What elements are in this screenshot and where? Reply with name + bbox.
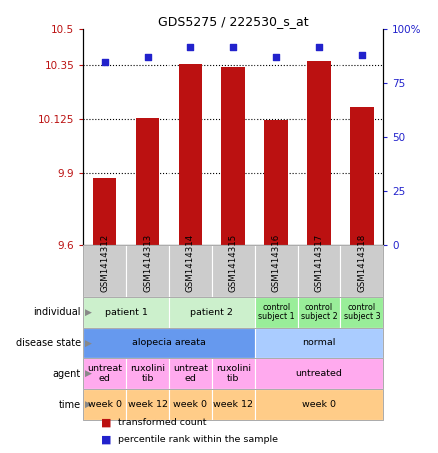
Text: week 12: week 12 [127, 400, 167, 409]
Text: patient 2: patient 2 [191, 308, 233, 317]
Text: GSM1414317: GSM1414317 [314, 233, 323, 292]
Text: GSM1414318: GSM1414318 [357, 233, 366, 292]
Text: ▶: ▶ [85, 308, 92, 317]
Text: ▶: ▶ [85, 369, 92, 378]
Text: GSM1414316: GSM1414316 [272, 233, 281, 292]
Title: GDS5275 / 222530_s_at: GDS5275 / 222530_s_at [158, 15, 308, 28]
Text: week 12: week 12 [213, 400, 253, 409]
Point [101, 58, 108, 65]
Text: untreat
ed: untreat ed [173, 364, 208, 383]
Text: ruxolini
tib: ruxolini tib [130, 364, 165, 383]
Text: disease state: disease state [16, 338, 81, 348]
Text: week 0: week 0 [88, 400, 122, 409]
Text: alopecia areata: alopecia areata [132, 338, 206, 347]
Text: GSM1414315: GSM1414315 [229, 233, 238, 292]
Text: transformed count: transformed count [118, 418, 207, 427]
Text: individual: individual [34, 307, 81, 317]
Text: control
subject 2: control subject 2 [300, 303, 337, 322]
Text: ▶: ▶ [85, 338, 92, 347]
Point [358, 52, 365, 59]
Text: control
subject 3: control subject 3 [343, 303, 380, 322]
Text: untreated: untreated [296, 369, 343, 378]
Bar [264, 120, 288, 245]
Bar [93, 178, 117, 245]
Text: untreat
ed: untreat ed [87, 364, 122, 383]
Bar [136, 118, 159, 245]
Text: ruxolini
tib: ruxolini tib [216, 364, 251, 383]
Point [315, 43, 322, 50]
Bar [350, 107, 374, 245]
Text: ■: ■ [101, 434, 111, 444]
Text: GSM1414312: GSM1414312 [100, 233, 109, 292]
Text: time: time [59, 400, 81, 410]
Text: agent: agent [53, 369, 81, 379]
Point [272, 54, 279, 61]
Text: ▶: ▶ [85, 400, 92, 409]
Text: GSM1414313: GSM1414313 [143, 233, 152, 292]
Text: control
subject 1: control subject 1 [258, 303, 294, 322]
Point [230, 43, 237, 50]
Text: ■: ■ [101, 417, 111, 427]
Point [144, 54, 151, 61]
Bar [222, 67, 245, 245]
Text: percentile rank within the sample: percentile rank within the sample [118, 435, 278, 444]
Text: patient 1: patient 1 [105, 308, 148, 317]
Text: normal: normal [302, 338, 336, 347]
Point [187, 43, 194, 50]
Bar [307, 61, 331, 245]
Bar [179, 64, 202, 245]
Text: week 0: week 0 [173, 400, 207, 409]
Text: GSM1414314: GSM1414314 [186, 233, 195, 292]
Text: week 0: week 0 [302, 400, 336, 409]
